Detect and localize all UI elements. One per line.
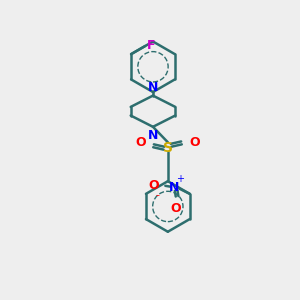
- Text: S: S: [163, 141, 173, 155]
- Text: +: +: [176, 174, 184, 184]
- Text: O: O: [190, 136, 200, 149]
- Text: O: O: [170, 202, 181, 215]
- Text: F: F: [147, 40, 155, 52]
- Text: N: N: [148, 129, 158, 142]
- Text: N: N: [169, 181, 179, 194]
- Text: O: O: [136, 136, 146, 149]
- Text: -: -: [156, 190, 160, 200]
- Text: N: N: [148, 81, 158, 94]
- Text: O: O: [148, 179, 158, 192]
